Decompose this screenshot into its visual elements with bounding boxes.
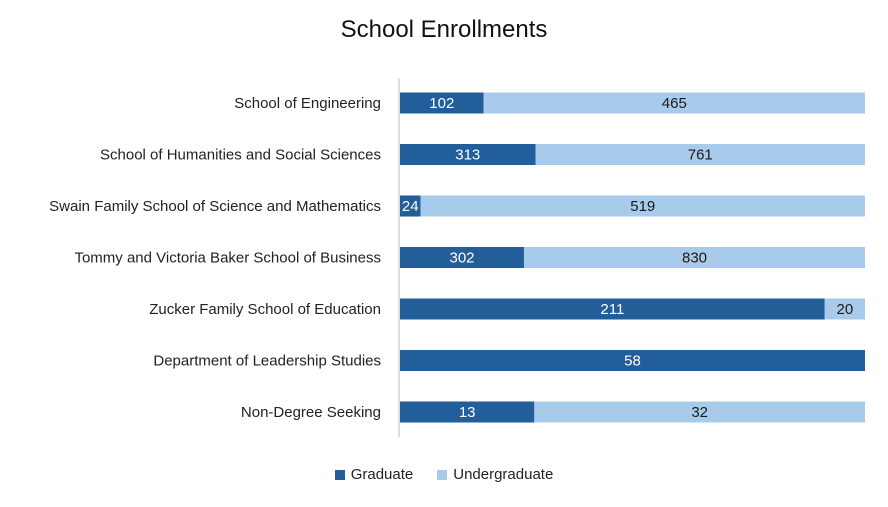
bar-graduate-school-of-humanities-and-social-sciences	[400, 144, 536, 165]
bar-undergraduate-zucker-family-school-of-education	[824, 298, 865, 320]
bar-graduate-non-degree-seeking	[400, 401, 535, 423]
category-label-department-of-leadership-studies: Department of Leadership Studies	[153, 353, 381, 370]
data-label-undergraduate-zucker-family-school-of-education: 20	[837, 301, 854, 318]
legend-label-undergraduate: Undergraduate	[453, 466, 554, 483]
bar-undergraduate-school-of-engineering	[483, 92, 865, 114]
data-label-graduate-tommy-and-victoria-baker-school-of-business: 302	[450, 250, 475, 267]
category-label-non-degree-seeking: Non-Degree Seeking	[241, 404, 381, 421]
bar-undergraduate-tommy-and-victoria-baker-school-of-business	[524, 247, 865, 268]
data-label-undergraduate-swain-family-school-of-science-and-mathematics: 519	[630, 198, 655, 215]
bar-undergraduate-non-degree-seeking	[534, 401, 865, 423]
data-label-undergraduate-tommy-and-victoria-baker-school-of-business: 830	[682, 250, 707, 267]
legend-item-graduate: Graduate	[334, 466, 414, 483]
category-label-school-of-humanities-and-social-sciences: School of Humanities and Social Sciences	[100, 147, 381, 164]
data-label-undergraduate-non-degree-seeking: 32	[691, 404, 708, 421]
chart-title: School Enrollments	[340, 16, 548, 43]
data-label-graduate-department-of-leadership-studies: 58	[624, 353, 641, 370]
data-label-graduate-school-of-engineering: 102	[429, 95, 454, 112]
legend-swatch-graduate	[334, 469, 345, 480]
data-label-graduate-swain-family-school-of-science-and-mathematics: 24	[402, 198, 419, 215]
data-label-graduate-school-of-humanities-and-social-sciences: 313	[455, 147, 480, 164]
bar-undergraduate-school-of-humanities-and-social-sciences	[535, 144, 865, 165]
bar-graduate-department-of-leadership-studies	[400, 350, 865, 371]
category-label-tommy-and-victoria-baker-school-of-business: Tommy and Victoria Baker School of Busin…	[74, 250, 381, 267]
data-label-graduate-zucker-family-school-of-education: 211	[600, 301, 624, 318]
data-label-undergraduate-school-of-humanities-and-social-sciences: 761	[688, 147, 713, 164]
bar-graduate-zucker-family-school-of-education	[400, 298, 825, 320]
bar-graduate-school-of-engineering	[400, 92, 484, 114]
category-label-zucker-family-school-of-education: Zucker Family School of Education	[149, 301, 381, 318]
data-label-graduate-non-degree-seeking: 13	[459, 404, 476, 421]
data-label-undergraduate-school-of-engineering: 465	[662, 95, 687, 112]
legend-item-undergraduate: Undergraduate	[437, 466, 553, 483]
chart-legend: Graduate Undergraduate	[0, 466, 888, 483]
category-label-swain-family-school-of-science-and-mathematics: Swain Family School of Science and Mathe…	[49, 198, 381, 215]
bar-graduate-swain-family-school-of-science-and-mathematics	[400, 195, 421, 217]
bar-undergraduate-swain-family-school-of-science-and-mathematics	[420, 195, 865, 217]
category-label-school-of-engineering: School of Engineering	[234, 95, 381, 112]
legend-label-graduate: Graduate	[350, 466, 414, 483]
bar-graduate-tommy-and-victoria-baker-school-of-business	[400, 247, 525, 268]
legend-swatch-undergraduate	[437, 469, 448, 480]
